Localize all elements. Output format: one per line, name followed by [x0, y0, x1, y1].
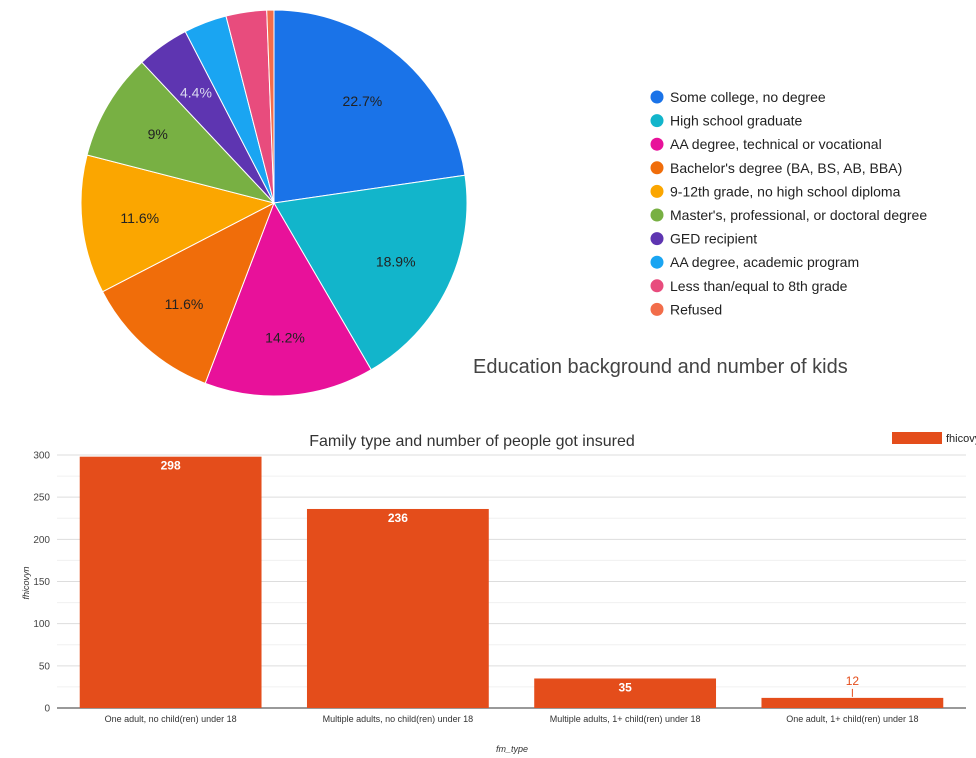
bar-chart-title: Family type and number of people got ins…: [309, 433, 635, 450]
y-tick-label: 250: [33, 493, 50, 504]
legend-label-refused[interactable]: Refused: [670, 301, 722, 317]
pie-slice-aa-degree-technical-or-vocational[interactable]: [204, 201, 372, 397]
pie-slice-high-school-graduate[interactable]: [273, 174, 468, 371]
pie-legend: Some college, no degree High school gradu…: [650, 89, 927, 317]
legend-swatch-high-school-graduate: [650, 114, 664, 128]
bar-data-label: 35: [618, 680, 632, 694]
legend-swatch-ged-recipient: [650, 232, 664, 246]
legend-swatch-aa-degree-technical-or-vocational: [650, 137, 664, 151]
y-tick-label: 100: [33, 619, 50, 630]
pie-slice-label: 11.6%: [165, 296, 204, 312]
legend-label-aa-degree-academic-program[interactable]: AA degree, academic program: [670, 254, 859, 270]
legend-label-aa-degree-technical-or-vocational[interactable]: AA degree, technical or vocational: [670, 136, 882, 152]
y-tick-label: 150: [33, 577, 50, 588]
y-axis-title: fhicovyn: [21, 566, 31, 599]
pie-slice-refused[interactable]: [266, 9, 275, 204]
bar-multiple-adults-no-child-ren-under-18[interactable]: [306, 508, 489, 708]
legend-label-9-12th-grade-no-high-school-diploma[interactable]: 9-12th grade, no high school diploma: [670, 183, 901, 199]
pie-slice-some-college-no-degree[interactable]: [273, 9, 466, 204]
bar-chart: 0 50 100 150 200 250 300 298 One adult, no child…: [33, 432, 976, 724]
legend-label-some-college-no-degree[interactable]: Some college, no degree: [670, 89, 826, 105]
pie-slice-label: 11.6%: [120, 210, 159, 226]
legend-swatch-less-than-equal-to-8th-grade: [650, 279, 664, 293]
legend-swatch-9-12th-grade-no-high-school-diploma: [650, 184, 664, 198]
legend-swatch-master-s-professional-or-doctoral-degree: [650, 208, 664, 222]
pie-slice-bachelor-s-degree-ba-bs-ab-bba[interactable]: [101, 201, 275, 384]
pie-slice-label: 18.9%: [376, 254, 416, 270]
pie-slice-9-12th-grade-no-high-school-diploma[interactable]: [80, 154, 276, 293]
bar-data-label: 236: [388, 511, 408, 525]
legend-swatch-some-college-no-degree: [650, 90, 664, 104]
pie-slice-label: 22.7%: [343, 93, 383, 109]
pie-slice-label: 4.4%: [180, 85, 212, 101]
bar-legend-label[interactable]: fhicovyn: [946, 433, 976, 445]
legend-label-bachelor-s-degree-ba-bs-ab-bba[interactable]: Bachelor's degree (BA, BS, AB, BBA): [670, 160, 902, 176]
legend-swatch-refused: [650, 302, 664, 316]
bar-legend-swatch: [892, 432, 942, 444]
legend-label-ged-recipient[interactable]: GED recipient: [670, 231, 757, 247]
x-tick-label: Multiple adults, no child(ren) under 18: [323, 714, 474, 724]
y-tick-label: 300: [33, 451, 50, 462]
bar-data-label: 12: [846, 674, 860, 688]
pie-slice-master-s-professional-or-doctoral-degree[interactable]: [86, 61, 276, 204]
bar-multiple-adults-1-child-ren-under-18[interactable]: [534, 678, 717, 708]
y-tick-label: 200: [33, 535, 50, 546]
y-tick-label: 50: [39, 661, 51, 672]
x-tick-label: One adult, 1+ child(ren) under 18: [786, 714, 918, 724]
x-tick-label: Multiple adults, 1+ child(ren) under 18: [550, 714, 701, 724]
bar-one-adult-no-child-ren-under-18[interactable]: [79, 456, 262, 708]
x-tick-label: One adult, no child(ren) under 18: [105, 714, 237, 724]
x-axis-title: fm_type: [496, 744, 528, 754]
legend-label-less-than-equal-to-8th-grade[interactable]: Less than/equal to 8th grade: [670, 278, 848, 294]
legend-swatch-aa-degree-academic-program: [650, 255, 664, 269]
pie-slice-label: 14.2%: [265, 330, 305, 346]
pie-slice-label: 9%: [148, 126, 168, 142]
legend-label-master-s-professional-or-doctoral-degree[interactable]: Master's, professional, or doctoral degr…: [670, 207, 927, 223]
pie-chart-title: Education background and number of kids: [473, 356, 848, 378]
y-tick-label: 0: [44, 704, 50, 715]
bar-one-adult-1-child-ren-under-18[interactable]: [761, 697, 944, 708]
legend-swatch-bachelor-s-degree-ba-bs-ab-bba: [650, 161, 664, 175]
pie-chart: 22.7% 18.9% 14.2% 11.6% 11.6% 9% 4.4%: [80, 9, 468, 397]
legend-label-high-school-graduate[interactable]: High school graduate: [670, 113, 803, 129]
bar-data-label: 298: [161, 459, 181, 473]
